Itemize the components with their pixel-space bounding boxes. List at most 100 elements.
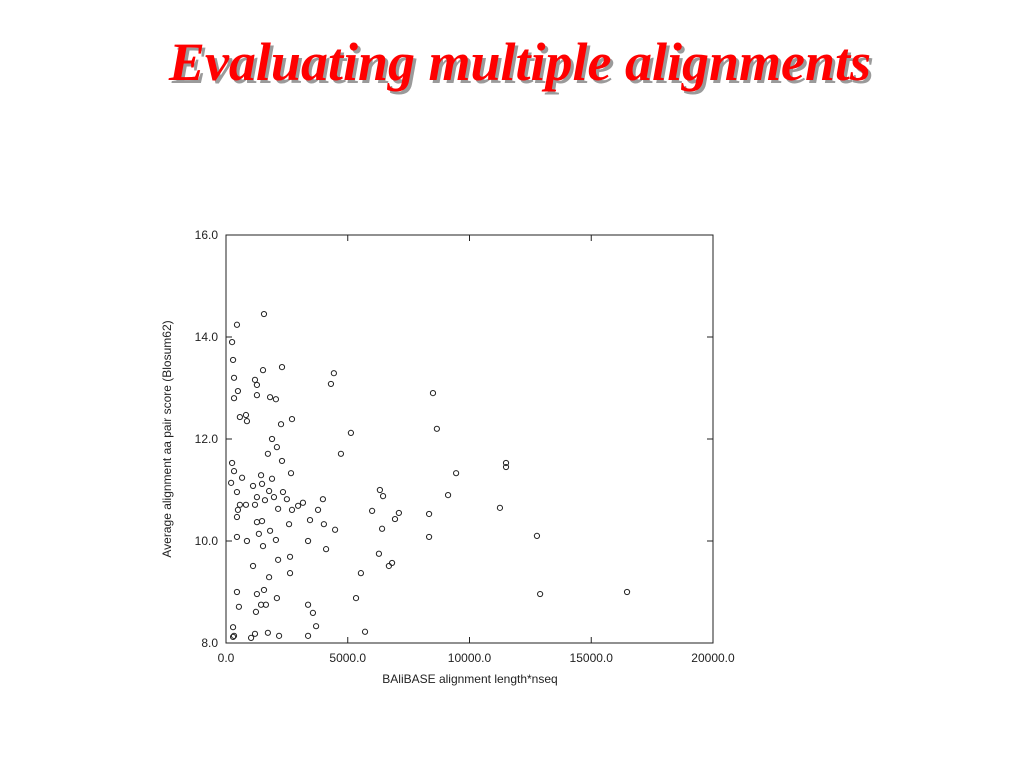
y-tick-label: 16.0	[195, 228, 219, 242]
point	[299, 499, 307, 506]
point	[261, 497, 269, 504]
point	[314, 506, 322, 513]
point	[388, 559, 396, 567]
point	[233, 533, 241, 541]
point	[253, 519, 261, 526]
y-tick-label: 12.0	[195, 432, 219, 446]
x-tick-label: 5000.0	[329, 651, 366, 665]
x-tick-label: 0.0	[218, 651, 235, 665]
point	[230, 632, 238, 639]
point	[453, 470, 460, 477]
point	[272, 396, 280, 403]
point	[234, 506, 242, 513]
point	[251, 376, 259, 383]
point	[275, 632, 283, 639]
point	[376, 486, 383, 494]
point	[253, 392, 261, 399]
point	[229, 624, 237, 631]
x-tick-label: 20000.0	[691, 651, 735, 665]
point	[262, 601, 270, 608]
point	[249, 562, 257, 570]
point	[234, 387, 242, 395]
point	[257, 472, 265, 479]
point	[255, 530, 262, 537]
point	[312, 623, 320, 630]
y-tick-label: 8.0	[201, 636, 218, 650]
point	[229, 356, 237, 364]
point	[361, 628, 369, 635]
point	[425, 510, 433, 518]
point	[378, 525, 386, 532]
point	[496, 504, 504, 511]
point	[502, 463, 510, 471]
point	[278, 363, 286, 371]
point	[375, 550, 383, 557]
point	[265, 487, 273, 495]
point	[230, 374, 238, 381]
point	[623, 588, 631, 596]
point	[279, 488, 287, 496]
point	[270, 494, 278, 501]
point	[379, 493, 387, 500]
point	[264, 629, 271, 636]
title-shadow: Evaluating multiple alignments	[171, 35, 874, 95]
point	[264, 450, 271, 457]
point	[304, 537, 312, 545]
point	[268, 435, 276, 443]
point	[286, 553, 294, 560]
point	[294, 502, 302, 509]
point	[287, 470, 295, 477]
point	[277, 421, 285, 428]
point	[268, 475, 276, 482]
point	[327, 380, 335, 388]
point	[228, 339, 236, 346]
point	[230, 468, 238, 475]
point	[352, 595, 360, 602]
point	[385, 562, 393, 570]
point	[275, 556, 282, 563]
point	[258, 518, 266, 525]
point	[233, 588, 241, 596]
point	[288, 416, 296, 423]
point	[243, 418, 251, 425]
point	[304, 632, 312, 639]
point	[265, 574, 273, 581]
point	[259, 543, 267, 550]
point	[272, 536, 280, 544]
plot-frame	[225, 234, 714, 644]
point	[330, 370, 337, 377]
point	[247, 634, 255, 642]
point	[273, 595, 280, 602]
point	[320, 521, 327, 528]
point	[238, 474, 246, 481]
point	[278, 457, 286, 465]
point	[253, 381, 261, 389]
point	[228, 479, 235, 486]
point	[243, 537, 251, 545]
point	[304, 601, 312, 608]
point	[283, 496, 290, 503]
point	[251, 630, 259, 637]
point	[258, 480, 266, 487]
point	[233, 321, 241, 328]
point	[285, 521, 293, 528]
point	[322, 546, 330, 553]
point	[309, 609, 317, 617]
x-tick-label: 15000.0	[570, 651, 614, 665]
point	[533, 532, 541, 540]
point	[252, 608, 260, 615]
point	[347, 429, 355, 436]
point	[444, 492, 452, 499]
point	[253, 590, 261, 598]
point	[433, 425, 440, 432]
point	[266, 394, 274, 401]
point	[331, 526, 339, 533]
point	[251, 501, 259, 508]
point	[319, 496, 327, 503]
point	[537, 590, 544, 598]
point	[425, 533, 433, 541]
point	[253, 494, 261, 501]
point	[391, 515, 399, 523]
point	[229, 633, 237, 640]
